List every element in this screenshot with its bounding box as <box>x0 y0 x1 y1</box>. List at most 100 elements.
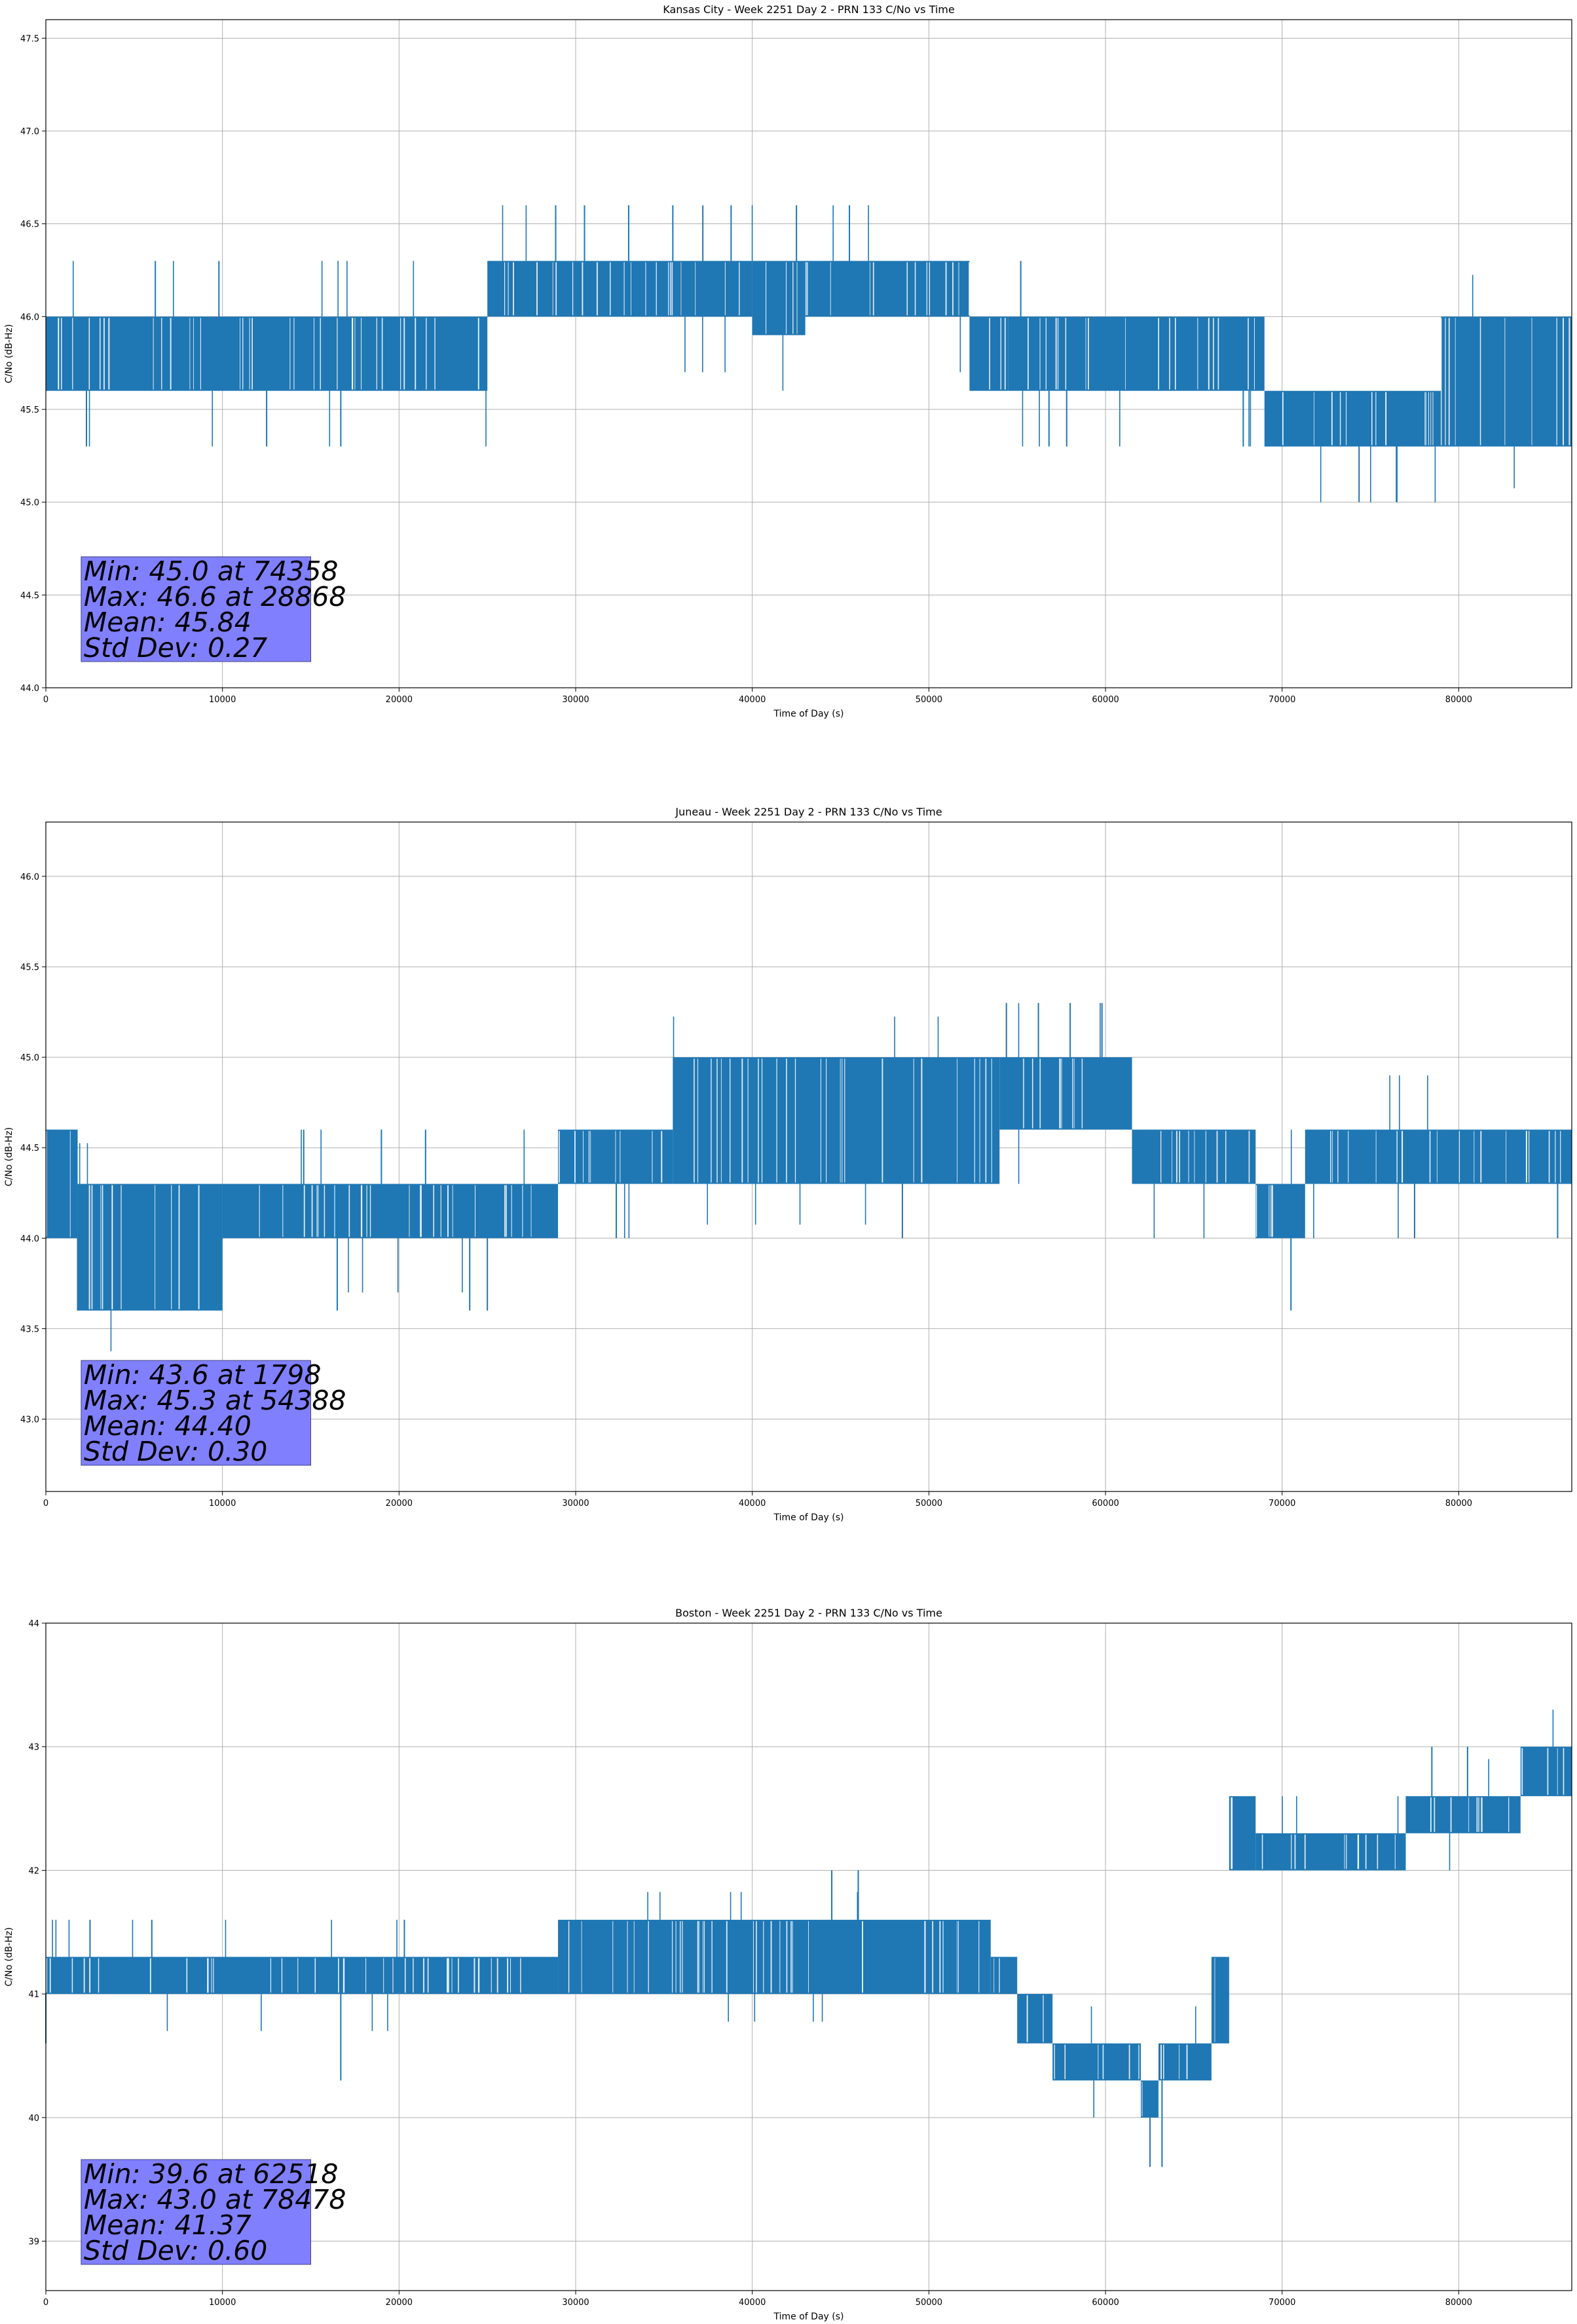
chart-2-x-tick-label: 0 <box>43 2298 48 2308</box>
chart-2-y-tick-label: 44 <box>28 1619 39 1629</box>
chart-2-axes-frame <box>45 1622 1572 2291</box>
chart-1-y-tick-label: 45.5 <box>20 963 39 973</box>
chart-2-x-tick-label: 80000 <box>1445 2298 1472 2308</box>
chart-0-y-tick-label: 47.5 <box>20 34 39 44</box>
chart-1-series-band <box>46 1129 78 1239</box>
chart-1-axes-frame <box>45 821 1572 1492</box>
chart-2-x-tick-label: 30000 <box>562 2298 589 2308</box>
chart-0-y-axis-label: C/No (dB-Hz) <box>4 324 14 383</box>
chart-0-series-band <box>1441 316 1572 447</box>
chart-2-title: Boston - Week 2251 Day 2 - PRN 133 C/No … <box>675 1607 942 1619</box>
chart-1-stats-box <box>81 1360 312 1466</box>
chart-0-x-tick-label: 30000 <box>562 695 589 705</box>
chart-1-x-tick-label: 80000 <box>1445 1499 1472 1509</box>
chart-2-y-tick-label: 42 <box>28 1866 39 1876</box>
chart-2-series-band <box>46 1957 559 1995</box>
chart-1-x-tick-label: 40000 <box>739 1499 766 1509</box>
chart-2-series-band <box>1255 1833 1406 1871</box>
chart-0-x-tick-label: 10000 <box>209 695 236 705</box>
chart-1-y-tick-label: 45.0 <box>20 1053 39 1063</box>
chart-0-series-band <box>969 316 1009 391</box>
chart-1-x-tick-label: 30000 <box>562 1499 589 1509</box>
chart-0-y-tick-label: 44.5 <box>20 591 39 601</box>
chart-1-stat-line: Max: 45.3 at 54388 <box>84 1385 346 1416</box>
chart-1-y-axis-label: C/No (dB-Hz) <box>4 1127 14 1186</box>
chart-2-y-tick-label: 39 <box>28 2238 39 2247</box>
chart-0-series-band <box>1008 316 1265 391</box>
chart-0-y-tick-label: 46.0 <box>20 312 39 322</box>
chart-0-x-tick-label: 60000 <box>1092 695 1119 705</box>
chart-2-x-tick-label: 60000 <box>1092 2298 1119 2308</box>
chart-1-stat-line: Mean: 44.40 <box>84 1410 251 1442</box>
chart-0-x-tick-label: 20000 <box>386 695 413 705</box>
chart-0-stat-line: Std Dev: 0.27 <box>84 632 267 664</box>
chart-1-stat-line: Std Dev: 0.30 <box>84 1436 267 1467</box>
chart-2-series-band <box>990 1957 1018 1995</box>
chart-1-series-band <box>1132 1129 1256 1184</box>
chart-1-series-band <box>1305 1129 1530 1184</box>
chart-1-series-band <box>999 1057 1132 1130</box>
chart-1-series-band <box>1529 1129 1572 1184</box>
chart-2-stat-line: Min: 39.6 at 62518 <box>84 2158 339 2190</box>
chart-1-x-tick-label: 70000 <box>1269 1499 1295 1509</box>
chart-0-x-tick-label: 80000 <box>1445 695 1472 705</box>
chart-0-y-tick-label: 47.0 <box>20 127 39 137</box>
chart-1-series-band <box>673 1057 1000 1184</box>
chart-2-x-axis-label: Time of Day (s) <box>773 2312 844 2322</box>
chart-1-x-tick-label: 0 <box>43 1499 48 1509</box>
chart-2-series-band <box>1052 2043 1141 2081</box>
chart-2-series-band <box>558 1919 991 1995</box>
chart-2-y-tick-label: 40 <box>28 2114 39 2124</box>
chart-2-stats-box <box>81 2159 312 2265</box>
chart-2-series-band <box>1405 1796 1521 1833</box>
chart-2-stat-line: Mean: 41.37 <box>84 2209 251 2241</box>
chart-1-x-tick-label: 50000 <box>916 1499 942 1509</box>
chart-0-y-tick-label: 45.0 <box>20 498 39 508</box>
chart-0-series-band <box>487 261 752 317</box>
chart-2-series-band <box>1017 1994 1053 2044</box>
chart-0-y-tick-label: 45.5 <box>20 405 39 415</box>
chart-1-series-band <box>222 1184 559 1239</box>
chart-0-y-tick-label: 46.5 <box>20 220 39 230</box>
kansas-city-chart: 0 10000 20000 30000 40000 50000 60000 70000 8000… <box>4 3 1572 719</box>
chart-1-x-tick-label: 20000 <box>386 1499 413 1509</box>
chart-2-y-tick-label: 41 <box>28 1990 39 2000</box>
chart-0-stat-line: Mean: 45.84 <box>84 607 251 638</box>
chart-1-y-tick-label: 43.0 <box>20 1415 39 1425</box>
chart-1-y-tick-label: 44.5 <box>20 1144 39 1153</box>
boston-chart: 0 10000 20000 30000 40000 50000 60000 70000 8000… <box>4 1607 1572 2322</box>
chart-2-y-axis-label: C/No (dB-Hz) <box>4 1927 14 1986</box>
chart-2-x-tick-label: 20000 <box>386 2298 413 2308</box>
chart-0-title: Kansas City - Week 2251 Day 2 - PRN 133 … <box>663 3 954 16</box>
chart-1-y-tick-label: 43.5 <box>20 1324 39 1334</box>
chart-0-stat-line: Min: 45.0 at 74358 <box>84 555 339 587</box>
chart-2-series-band <box>1229 1796 1256 1871</box>
chart-0-x-tick-label: 70000 <box>1269 695 1295 705</box>
chart-2-series-band <box>1140 2080 1159 2118</box>
chart-1-y-tick-label: 44.0 <box>20 1234 39 1244</box>
chart-2-stat-line: Std Dev: 0.60 <box>84 2235 267 2266</box>
chart-2-series-band <box>1211 1957 1229 2044</box>
chart-1-x-tick-label: 10000 <box>209 1499 236 1509</box>
chart-2-series-band <box>1158 2043 1212 2081</box>
chart-0-y-tick-label: 44.0 <box>20 684 39 694</box>
chart-0-series-band <box>46 316 488 391</box>
chart-2-x-tick-label: 70000 <box>1269 2298 1295 2308</box>
chart-2-x-tick-label: 50000 <box>916 2298 942 2308</box>
chart-1-x-tick-label: 60000 <box>1092 1499 1119 1509</box>
juneau-chart: 0 10000 20000 30000 40000 50000 60000 70000 8000… <box>4 806 1572 1523</box>
chart-0-stat-line: Max: 46.6 at 28868 <box>84 581 346 612</box>
chart-0-stats-box <box>81 556 312 662</box>
chart-0-series-band <box>805 261 970 317</box>
chart-1-y-tick-label: 46.0 <box>20 872 39 882</box>
chart-0-x-tick-label: 50000 <box>916 695 942 705</box>
chart-2-x-tick-label: 10000 <box>209 2298 236 2308</box>
chart-2-stat-line: Max: 43.0 at 78478 <box>84 2184 346 2215</box>
chart-1-stat-line: Min: 43.6 at 1798 <box>84 1359 322 1391</box>
chart-0-x-tick-label: 0 <box>43 695 48 705</box>
chart-2-y-tick-label: 43 <box>28 1743 39 1753</box>
chart-1-x-axis-label: Time of Day (s) <box>773 1512 844 1523</box>
chart-0-series-band <box>752 261 806 335</box>
chart-0-axes-frame <box>45 19 1572 688</box>
